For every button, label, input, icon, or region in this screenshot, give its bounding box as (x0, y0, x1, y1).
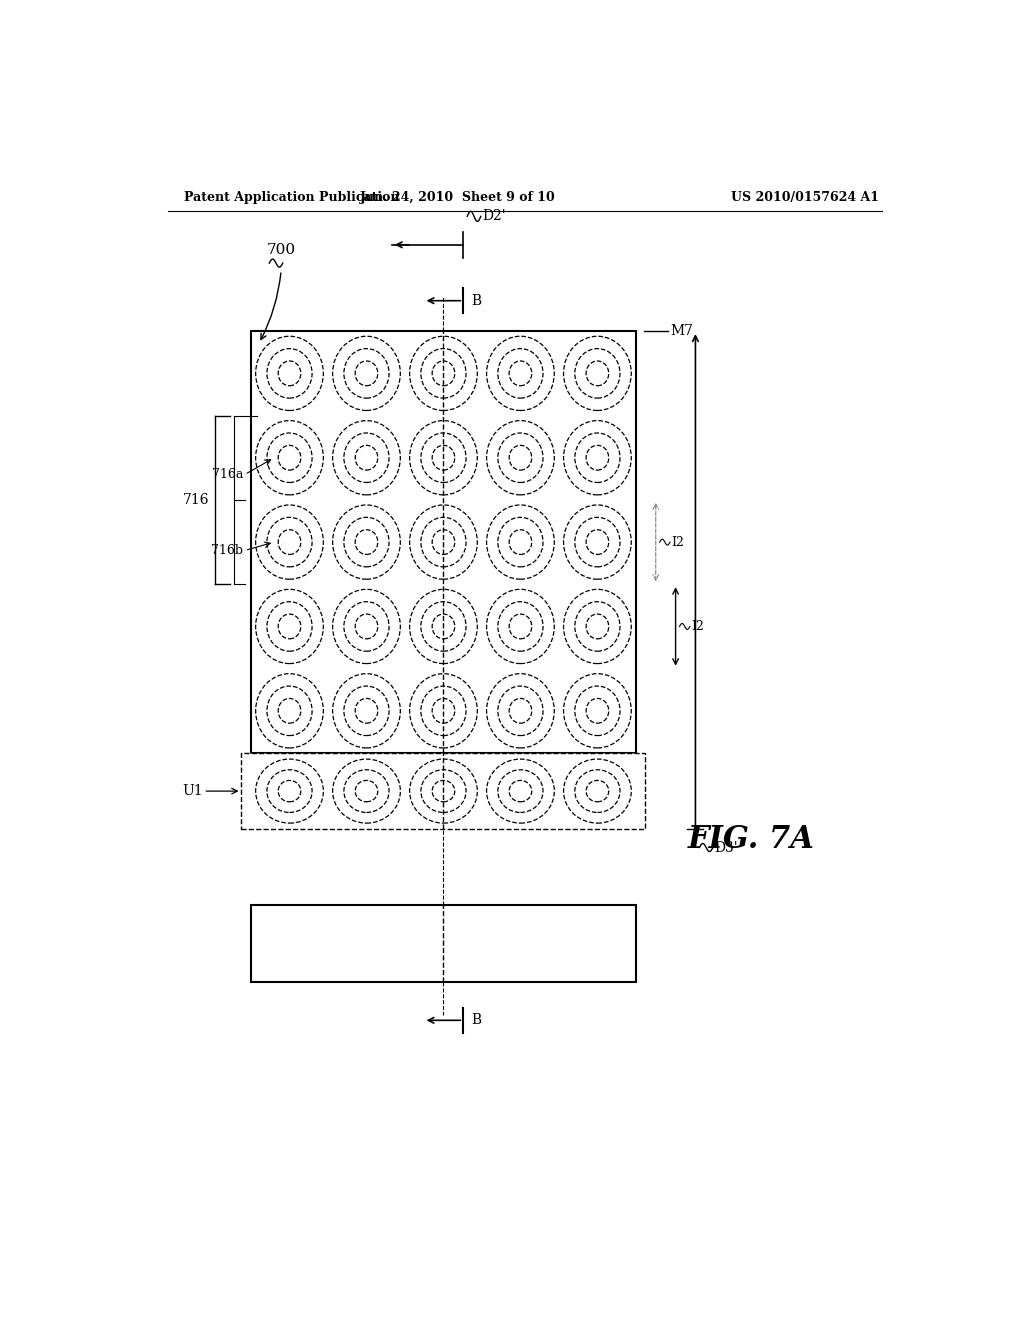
Text: US 2010/0157624 A1: US 2010/0157624 A1 (731, 190, 880, 203)
Bar (251, 906, 636, 982)
Text: FIG. 7A: FIG. 7A (687, 824, 814, 855)
Bar (251, 331, 636, 752)
Text: D3': D3' (715, 841, 738, 854)
Text: I2: I2 (672, 536, 684, 549)
Text: 716: 716 (182, 492, 209, 507)
Text: M7: M7 (670, 325, 693, 338)
Text: B: B (471, 293, 481, 308)
Text: Patent Application Publication: Patent Application Publication (183, 190, 399, 203)
Text: B: B (471, 1014, 481, 1027)
Bar (242, 752, 645, 829)
Text: U1: U1 (182, 784, 204, 799)
Text: I2: I2 (691, 620, 705, 634)
Text: 716a: 716a (212, 469, 243, 480)
Text: 700: 700 (267, 243, 296, 257)
Text: Jun. 24, 2010  Sheet 9 of 10: Jun. 24, 2010 Sheet 9 of 10 (359, 190, 555, 203)
Text: 716b: 716b (211, 544, 243, 557)
Text: D2': D2' (482, 210, 506, 223)
